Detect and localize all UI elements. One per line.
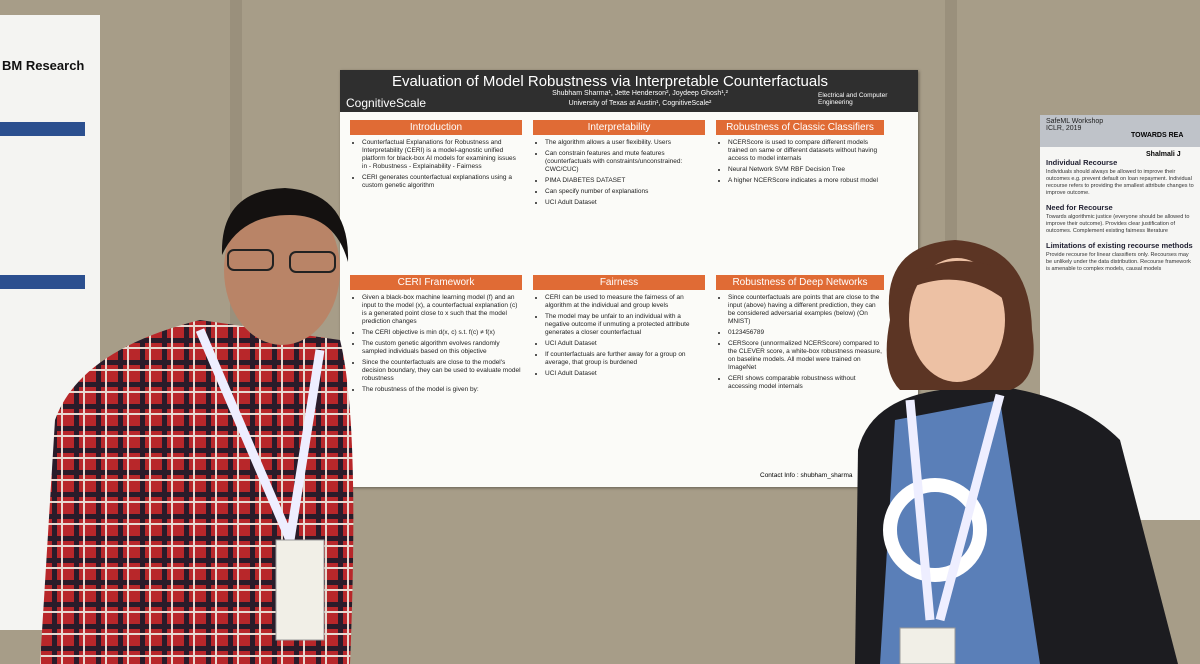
bullet-list: The algorithm allows a user flexibility.…	[533, 139, 705, 207]
section-heading: Limitations of existing recourse methods	[1046, 241, 1193, 250]
section-text: Towards algorithmic justice (everyone sh…	[1046, 214, 1190, 234]
poster-title: Evaluation of Model Robustness via Inter…	[391, 73, 829, 90]
bullet-list: Since counterfactuals are points that ar…	[716, 294, 884, 391]
bullet: CERI can be used to measure the fairness…	[545, 294, 705, 310]
poster-authors: Shubham Sharma¹, Jette Henderson², Joyde…	[552, 90, 728, 97]
bullet: The model may be unfair to an individual…	[545, 313, 705, 337]
contact: Contact Info : shubham_sharma	[760, 472, 853, 479]
workshop: SafeML Workshop	[1046, 118, 1104, 125]
bullet: If counterfactuals are further away for …	[545, 351, 705, 367]
section-text: Provide recourse for linear classifiers …	[1046, 252, 1191, 272]
bullet: Given a black-box machine learning model…	[362, 294, 522, 326]
poster-logo: CognitiveScale	[346, 96, 427, 110]
bullet: A higher NCERScore indicates a more robu…	[728, 177, 884, 185]
bullet: Can specify number of explanations	[545, 188, 705, 196]
section: Fairness CERI can be used to measure the …	[533, 275, 705, 381]
section-heading: Robustness of Deep Networks	[716, 275, 884, 290]
section-heading: Need for Recourse	[1046, 203, 1113, 212]
bullet: Counterfactual Explanations for Robustne…	[362, 139, 522, 171]
bullet: The CERI objective is min d(x, c) s.t. f…	[362, 329, 522, 337]
right-author: Shalmali J	[1146, 151, 1181, 158]
right-title: TOWARDS REA	[1131, 132, 1184, 139]
bullet-list: NCERScore is used to compare different m…	[716, 139, 884, 185]
section: Robustness of Deep Networks Since counter…	[716, 275, 884, 394]
bullet: Since counterfactuals are points that ar…	[728, 294, 884, 326]
bullet-list: CERI can be used to measure the fairness…	[533, 294, 705, 378]
section-text: Individuals should always be allowed to …	[1046, 169, 1194, 196]
section-heading: Individual Recourse	[1046, 158, 1118, 167]
bullet: The custom genetic algorithm evolves ran…	[362, 340, 522, 356]
section-heading: Fairness	[533, 275, 705, 290]
section-heading: CERI Framework	[350, 275, 522, 290]
section: Robustness of Classic Classifiers NCERSco…	[716, 120, 884, 188]
bullet: CERI generates counterfactual explanatio…	[362, 174, 522, 190]
left-poster-brand: BM Research	[2, 58, 85, 73]
bullet-list: Counterfactual Explanations for Robustne…	[350, 139, 522, 190]
right-poster: SafeML Workshop ICLR, 2019 TOWARDS REA S…	[1046, 118, 1196, 273]
bullet: NCERScore is used to compare different m…	[728, 139, 884, 163]
bullet: UCI Adult Dataset	[545, 370, 705, 378]
poster-header: Evaluation of Model Robustness via Inter…	[340, 70, 918, 112]
bullet-list: Given a black-box machine learning model…	[350, 294, 522, 394]
bullet: CERI shows comparable robustness without…	[728, 375, 884, 391]
bullet: The robustness of the model is given by:	[362, 386, 522, 394]
bullet: Since the counterfactuals are close to t…	[362, 359, 522, 383]
poster: Evaluation of Model Robustness via Inter…	[340, 70, 918, 487]
section-heading: Interpretability	[533, 120, 705, 135]
bullet: UCI Adult Dataset	[545, 340, 705, 348]
bullet: The algorithm allows a user flexibility.…	[545, 139, 705, 147]
bullet: Neural Network SVM RBF Decision Tree	[728, 166, 884, 174]
bullet: PIMA DIABETES DATASET	[545, 177, 705, 185]
section: Introduction Counterfactual Explanations …	[350, 120, 522, 193]
poster-affiliation: University of Texas at Austin¹, Cognitiv…	[568, 100, 712, 107]
bullet: CERScore (unnormalized NCERScore) compar…	[728, 340, 884, 372]
section-heading: Introduction	[350, 120, 522, 135]
bullet: Can constrain features and mute features…	[545, 150, 705, 174]
section: Interpretability The algorithm allows a u…	[533, 120, 705, 210]
bullet: UCI Adult Dataset	[545, 199, 705, 207]
section-heading: Robustness of Classic Classifiers	[716, 120, 884, 135]
bullet: 0123456789	[728, 329, 884, 337]
right-sections: Individual Recourse Individuals should al…	[1046, 158, 1196, 273]
section: CERI Framework Given a black-box machine …	[350, 275, 522, 397]
venue: ICLR, 2019	[1046, 125, 1082, 132]
poster-university: Electrical and Computer Engineering	[818, 92, 888, 106]
